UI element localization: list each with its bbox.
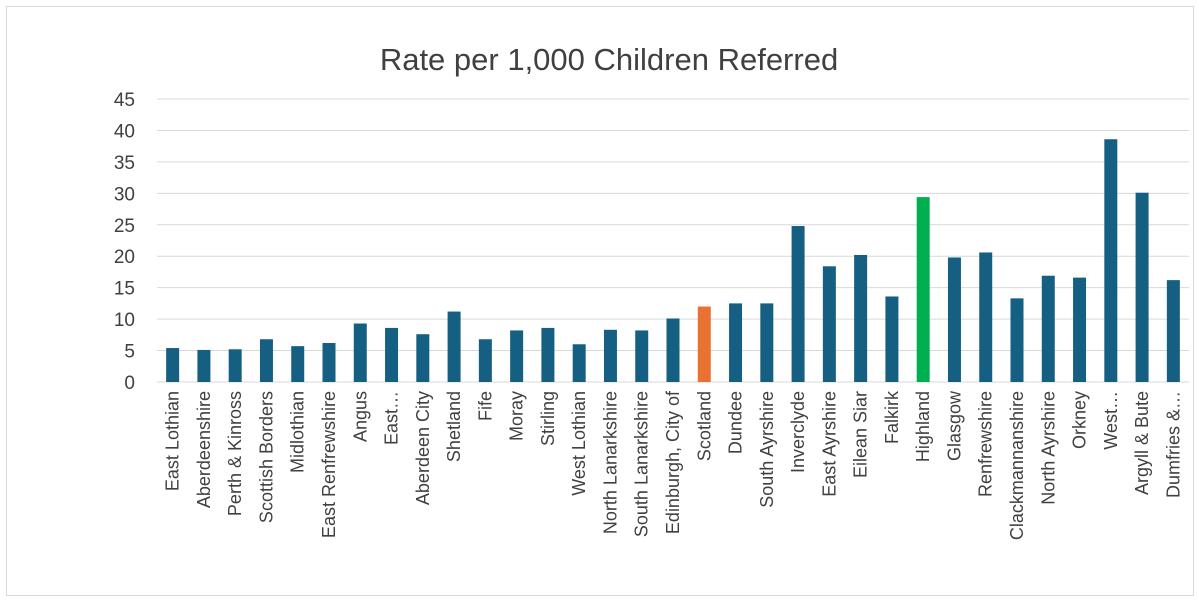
x-tick-label: South Ayrshire bbox=[757, 391, 777, 508]
x-tick-label: West… bbox=[1101, 391, 1121, 450]
bar bbox=[666, 318, 680, 382]
bar bbox=[259, 339, 273, 382]
x-tick-label: East Ayrshire bbox=[819, 391, 839, 497]
x-tick-label: North Ayrshire bbox=[1038, 391, 1058, 505]
bar bbox=[1073, 277, 1087, 382]
bar bbox=[822, 266, 836, 382]
y-tick-label: 10 bbox=[114, 310, 135, 331]
x-tick-label: Dumfries &… bbox=[1163, 391, 1183, 498]
bar bbox=[1010, 298, 1024, 382]
bar bbox=[228, 349, 242, 382]
bar bbox=[916, 197, 930, 382]
y-tick-label: 35 bbox=[114, 153, 135, 174]
bar bbox=[885, 296, 899, 382]
y-tick-label: 30 bbox=[114, 184, 135, 205]
x-tick-label: Aberdeenshire bbox=[194, 391, 214, 508]
bar bbox=[791, 226, 805, 382]
x-tick-label: Eilean Siar bbox=[851, 391, 871, 478]
y-tick-label: 45 bbox=[114, 90, 135, 111]
bar bbox=[603, 329, 617, 382]
bar bbox=[1135, 192, 1149, 382]
y-axis-ticks: 0 5 10 15 20 25 30 35 40 45 bbox=[114, 90, 135, 394]
x-tick-label: South Lanarkshire bbox=[632, 391, 652, 537]
bar bbox=[166, 348, 180, 382]
x-tick-label: West Lothian bbox=[569, 391, 589, 496]
x-tick-label: Falkirk bbox=[882, 390, 902, 444]
x-tick-label: East… bbox=[382, 391, 402, 445]
x-tick-label: Midlothian bbox=[288, 391, 308, 473]
x-tick-label: Stirling bbox=[538, 391, 558, 446]
bar bbox=[854, 254, 868, 382]
x-tick-label: Highland bbox=[913, 391, 933, 462]
x-tick-label: Inverclyde bbox=[788, 391, 808, 473]
y-tick-label: 0 bbox=[124, 373, 135, 394]
bar bbox=[1166, 280, 1180, 382]
x-tick-label: Clackmannanshire bbox=[1007, 391, 1027, 540]
bar bbox=[385, 327, 399, 382]
bar bbox=[572, 344, 586, 382]
bar bbox=[416, 334, 430, 382]
x-tick-label: Argyll & Bute bbox=[1132, 391, 1152, 495]
x-tick-label: Edinburgh, City of bbox=[663, 390, 683, 534]
bar bbox=[947, 257, 961, 382]
x-tick-label: East Lothian bbox=[163, 391, 183, 491]
x-tick-label: East Renfrewshire bbox=[319, 391, 339, 538]
y-tick-label: 5 bbox=[124, 342, 135, 363]
chart-title: Rate per 1,000 Children Referred bbox=[380, 42, 838, 77]
bar bbox=[729, 303, 743, 382]
x-tick-label: Fife bbox=[475, 391, 495, 421]
x-tick-label: Scotland bbox=[694, 391, 714, 461]
y-tick-label: 20 bbox=[114, 247, 135, 268]
bar bbox=[697, 306, 711, 382]
x-tick-label: Scottish Borders bbox=[256, 391, 276, 523]
bars bbox=[166, 139, 1180, 382]
bar bbox=[760, 303, 774, 382]
x-tick-label: North Lanarkshire bbox=[600, 391, 620, 534]
bar bbox=[1041, 275, 1055, 382]
bar bbox=[478, 339, 492, 382]
x-tick-label: Renfrewshire bbox=[976, 391, 996, 497]
x-axis-ticks: East Lothian Aberdeenshire Perth & Kinross… bbox=[163, 390, 1184, 540]
x-tick-label: Angus bbox=[350, 391, 370, 442]
bar bbox=[353, 323, 367, 382]
bar bbox=[322, 343, 336, 382]
x-tick-label: Orkney bbox=[1070, 391, 1090, 449]
x-tick-label: Dundee bbox=[726, 391, 746, 454]
bar bbox=[510, 330, 524, 382]
bar bbox=[197, 349, 211, 382]
chart-area: Rate per 1,000 Children Referred 0 5 10 15 2… bbox=[6, 6, 1194, 596]
bar bbox=[1104, 139, 1118, 382]
y-tick-label: 25 bbox=[114, 216, 135, 237]
y-tick-label: 15 bbox=[114, 279, 135, 300]
bar bbox=[635, 330, 649, 382]
y-tick-label: 40 bbox=[114, 121, 135, 142]
bar bbox=[447, 311, 461, 382]
x-tick-label: Moray bbox=[507, 391, 527, 441]
bar bbox=[291, 346, 305, 382]
bar bbox=[541, 327, 555, 382]
x-tick-label: Shetland bbox=[444, 391, 464, 462]
bar bbox=[979, 252, 993, 382]
x-tick-label: Glasgow bbox=[944, 390, 964, 461]
bar-chart: Rate per 1,000 Children Referred 0 5 10 15 2… bbox=[114, 42, 1189, 540]
x-tick-label: Perth & Kinross bbox=[225, 391, 245, 516]
x-tick-label: Aberdeen City bbox=[413, 391, 433, 505]
